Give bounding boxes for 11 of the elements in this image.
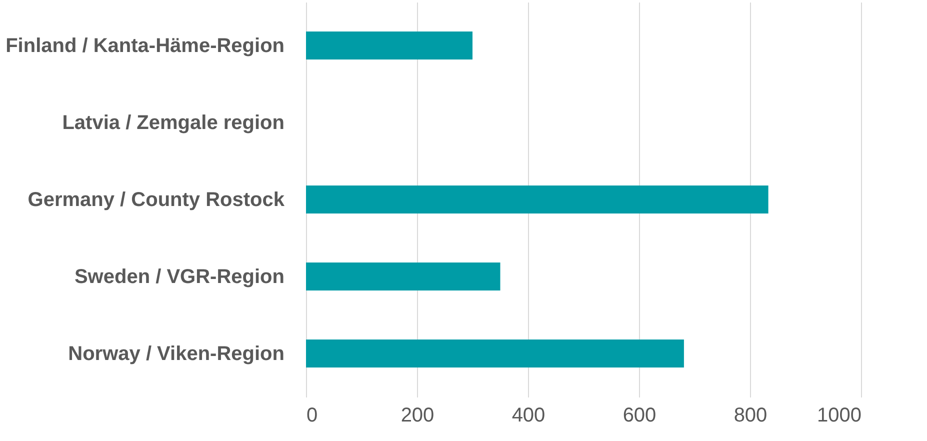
- x-tick-label: 0: [306, 404, 318, 426]
- y-tick-label: Germany / County Rostock: [28, 189, 286, 211]
- x-tick-label: 1000: [817, 404, 862, 426]
- x-tick-label: 600: [622, 404, 656, 426]
- y-tick-label: Finland / Kanta-Häme-Region: [6, 35, 284, 57]
- y-tick-label: Norway / Viken-Region: [68, 343, 284, 365]
- y-tick-label: Sweden / VGR-Region: [74, 266, 284, 288]
- x-tick-label: 400: [512, 404, 546, 426]
- x-tick-label: 200: [400, 404, 434, 426]
- y-tick-label: Latvia / Zemgale region: [62, 112, 284, 134]
- x-tick-label: 800: [734, 404, 768, 426]
